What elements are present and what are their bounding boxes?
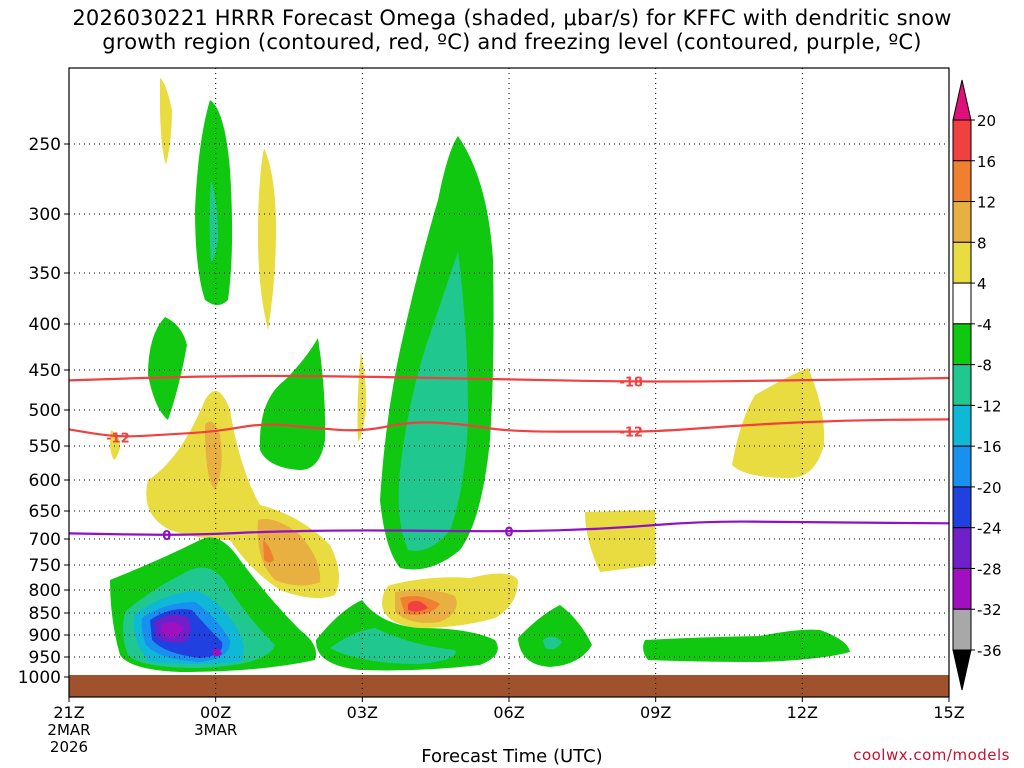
- colorbar-tick-label: -36: [977, 642, 1002, 660]
- colorbar-tick-label: -8: [977, 357, 992, 375]
- colorbar-tick-label: -24: [977, 520, 1002, 538]
- colorbar-bin: [952, 404, 972, 447]
- y-tick-label: 950: [29, 648, 61, 668]
- x-tick-label: 06Z: [493, 703, 524, 722]
- negative-omega-lowlevel: [518, 605, 592, 667]
- colorbar-tick-label: 16: [977, 153, 996, 171]
- x-tick-label: 15Z: [933, 703, 964, 722]
- x-tick-label: 09Z: [640, 703, 671, 722]
- negative-omega-blob: [148, 317, 187, 420]
- x-tick-label: 12Z: [787, 703, 818, 722]
- y-tick-label: 600: [29, 471, 61, 491]
- colorbar-tick-label: -28: [977, 560, 1002, 578]
- y-tick-label: 450: [29, 361, 61, 381]
- contour-dendritic-bottom-minus12: [69, 418, 949, 438]
- negative-omega-magenta: [213, 648, 222, 657]
- colorbar-tick-label: 20: [977, 112, 996, 130]
- colorbar-bin: [952, 201, 972, 243]
- grid: [69, 68, 949, 697]
- y-tick-label: 1000: [18, 668, 61, 688]
- colorbar-tick-label: 8: [977, 234, 987, 252]
- positive-omega-blob: [110, 430, 121, 460]
- contour-label: -12: [106, 431, 130, 446]
- negative-omega-magenta: [161, 622, 183, 638]
- y-tick-label: 400: [29, 315, 61, 335]
- contour-label: -12: [619, 426, 643, 441]
- positive-omega-blob: [258, 148, 276, 330]
- colorbar-tick-label: -32: [977, 601, 1002, 619]
- colorbar-bin: [952, 160, 972, 203]
- colorbar-tick-label: -16: [977, 438, 1002, 456]
- colorbar-bin: [952, 323, 972, 366]
- positive-omega-core: [205, 421, 222, 490]
- colorbar-tick-label: -12: [977, 397, 1002, 415]
- negative-omega-teal: [398, 252, 468, 551]
- y-tick-label: 700: [29, 530, 61, 550]
- x-tick-date: 2MAR: [47, 721, 90, 739]
- positive-omega-core: [257, 519, 321, 586]
- colorbar-bin: [952, 567, 972, 610]
- x-tick-label: 00Z: [200, 703, 231, 722]
- y-tick-label: 500: [29, 401, 61, 421]
- title-line-1: 2026030221 HRRR Forecast Omega (shaded, …: [72, 6, 952, 30]
- negative-omega-teal: [209, 180, 218, 262]
- y-tick-label: 300: [29, 205, 61, 225]
- colorbar-bin: [952, 241, 972, 284]
- credit-link[interactable]: coolwx.com/models: [853, 746, 1010, 764]
- colorbar-bin: [952, 527, 972, 569]
- colorbar-tick-label: -20: [977, 479, 1002, 497]
- colorbar-bin-top: [952, 79, 972, 121]
- x-tick-year: 2026: [50, 738, 88, 756]
- colorbar-bin: [952, 364, 972, 406]
- contour-freezing-level-zero: [69, 520, 949, 536]
- y-tick-label: 750: [29, 556, 61, 576]
- positive-omega-blob: [585, 510, 656, 572]
- y-tick-label: 550: [29, 437, 61, 457]
- positive-omega-blob: [357, 352, 367, 442]
- omega-shading: [69, 78, 949, 697]
- colorbar-bin: [952, 445, 972, 488]
- y-tick-label: 350: [29, 264, 61, 284]
- x-tick-date: 3MAR: [194, 721, 237, 739]
- title-line-2: growth region (contoured, red, ºC) and f…: [102, 30, 922, 54]
- negative-omega-lowlevel: [643, 629, 850, 662]
- y-tick-label: 250: [29, 135, 61, 155]
- contour-label: 0: [162, 529, 171, 544]
- colorbar-tick-label: 12: [977, 194, 996, 212]
- negative-omega-teal: [330, 628, 456, 664]
- colorbar-tick-label: 4: [977, 275, 987, 293]
- y-tick-label: 850: [29, 604, 61, 624]
- colorbar-bin: [952, 119, 972, 162]
- colorbar-bin: [952, 282, 972, 325]
- colorbar: 20 16 12 8 4 -4 -8 -12 -16 -20 -24 -28 -32 -36: [952, 79, 1002, 691]
- y-tick-label: 650: [29, 502, 61, 522]
- colorbar-bin: [952, 608, 972, 651]
- negative-omega-teal: [543, 636, 562, 650]
- colorbar-bin: [952, 486, 972, 529]
- positive-omega-blob: [160, 78, 172, 165]
- negative-omega-blob: [259, 338, 326, 470]
- x-tick-label: 21Z: [53, 703, 84, 722]
- colorbar-tick-label: -4: [977, 316, 992, 334]
- x-tick-label: 03Z: [347, 703, 378, 722]
- ground-surface: [69, 675, 949, 697]
- y-tick-label: 800: [29, 581, 61, 601]
- contours: -18 -12 -12 0 0: [69, 374, 949, 544]
- positive-omega-core: [263, 540, 274, 563]
- contour-dendritic-top-minus18: [69, 374, 949, 383]
- y-axis: 2503003504004505005506006507007508008509…: [18, 135, 69, 688]
- contour-label: 0: [504, 526, 513, 541]
- colorbar-bin-bottom: [952, 649, 972, 691]
- contour-label: -18: [619, 376, 643, 391]
- x-axis-title: Forecast Time (UTC): [421, 746, 603, 767]
- chart-title: 2026030221 HRRR Forecast Omega (shaded, …: [0, 6, 1024, 54]
- positive-omega-max: [408, 600, 428, 612]
- y-tick-label: 900: [29, 626, 61, 646]
